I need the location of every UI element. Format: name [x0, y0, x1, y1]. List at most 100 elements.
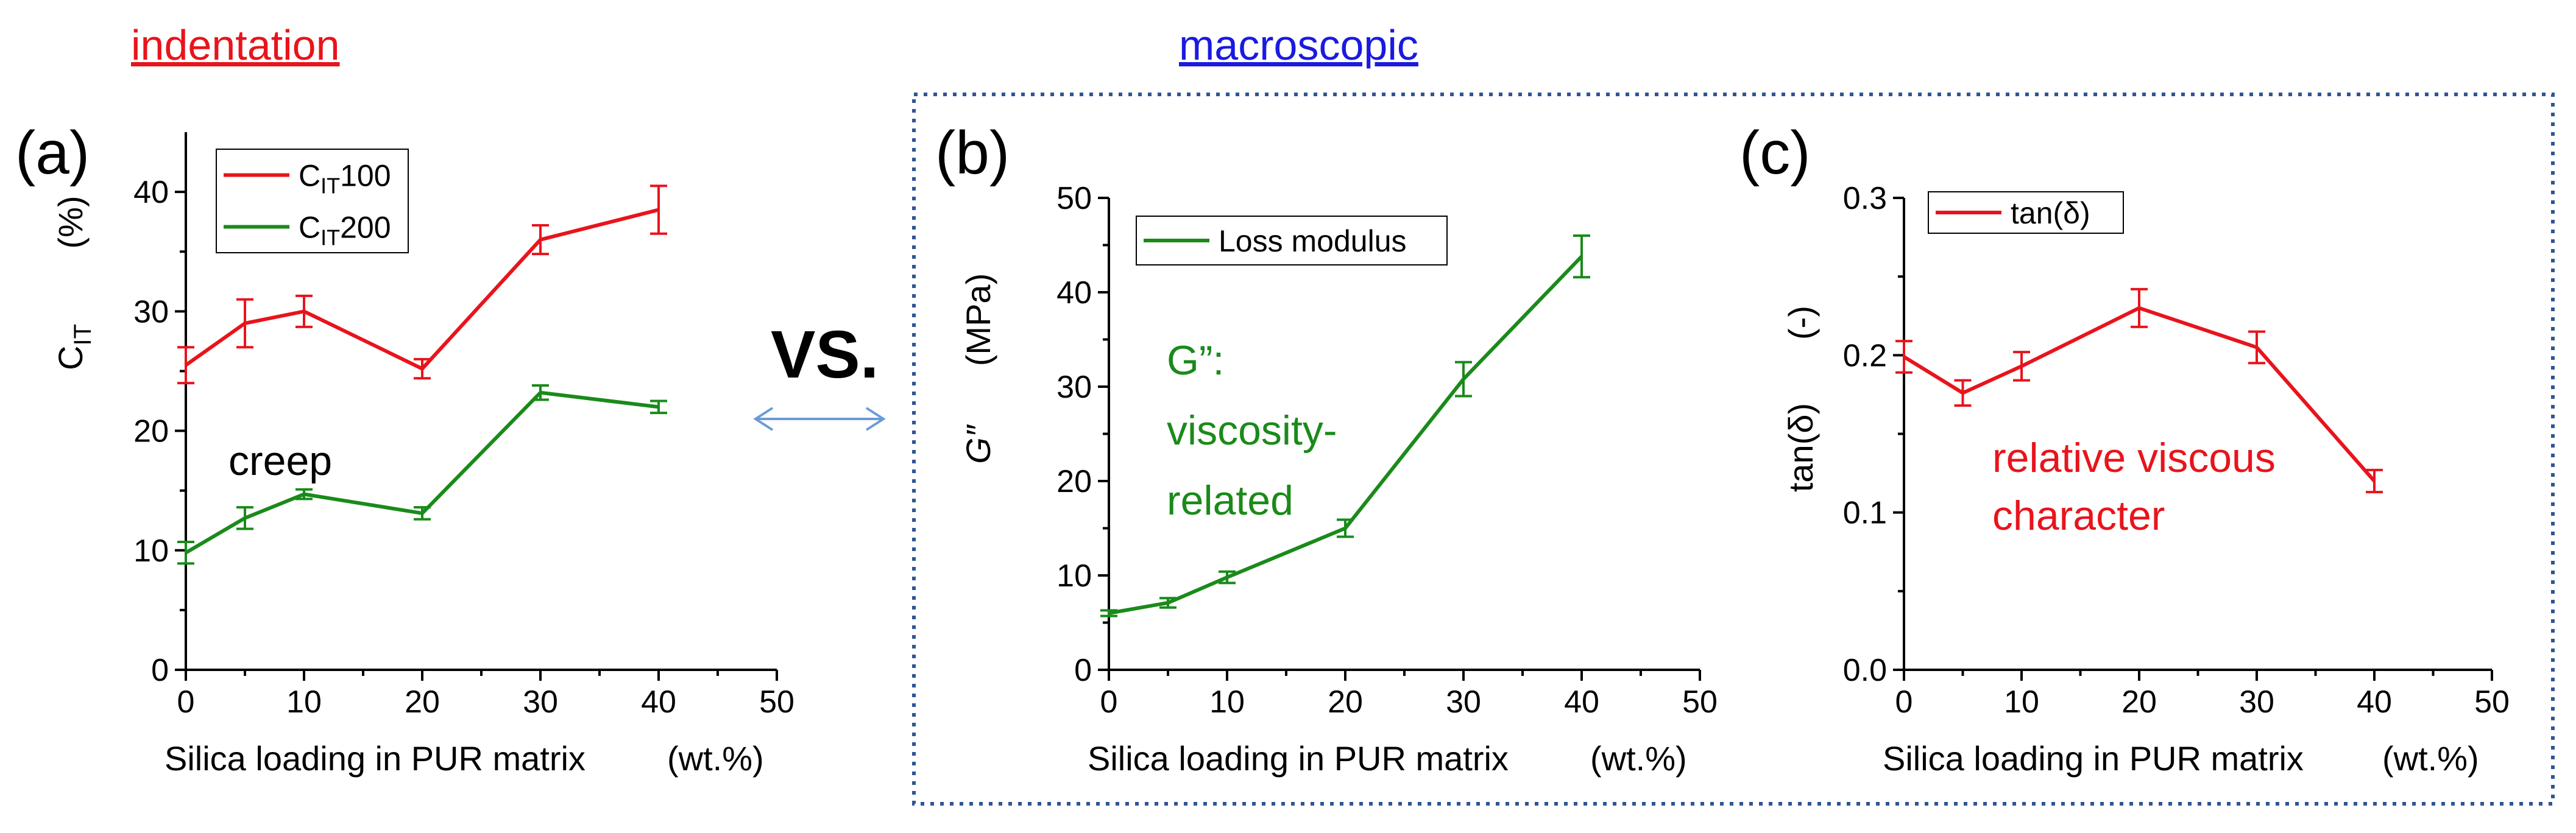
legend-label: Loss modulus — [1219, 224, 1407, 258]
data-point — [2139, 307, 2140, 309]
data-point — [1226, 577, 1228, 578]
y-tick-label: 0.0 — [1843, 653, 1887, 688]
x-axis-unit: (wt.%) — [1590, 739, 1687, 778]
data-point — [1345, 527, 1346, 529]
chart-panel-b: (b) 0 10 20 30 40 50 0 10 20 30 40 50 Silica loading … — [935, 119, 1718, 778]
y-tick-label: 10 — [133, 533, 169, 569]
x-tick-label: 10 — [1209, 684, 1245, 720]
panel-label: (b) — [935, 119, 1010, 187]
data-point — [422, 512, 423, 514]
series-0 — [177, 185, 667, 385]
x-tick-label: 30 — [1446, 684, 1481, 720]
panel-label: (c) — [1739, 119, 1811, 187]
double-arrow-icon — [753, 407, 886, 431]
x-tick-label: 40 — [641, 684, 676, 720]
y-axis-unit: (%) — [51, 195, 90, 248]
x-tick-label: 10 — [286, 684, 322, 720]
y-tick-label: 0.3 — [1843, 181, 1887, 216]
data-point — [658, 209, 659, 211]
legend: Loss modulus — [1136, 216, 1448, 265]
data-point — [2256, 346, 2257, 348]
annotation-line: G”: — [1167, 337, 1224, 384]
x-tick-label: 20 — [2121, 684, 2157, 720]
data-point — [540, 239, 541, 241]
header-macroscopic: macroscopic — [1179, 21, 1418, 69]
axis-lines — [1903, 198, 2492, 671]
x-axis-label: Silica loading in PUR matrix — [1883, 739, 2304, 778]
series-line — [1108, 255, 1583, 615]
y-tick-label: 0.2 — [1843, 338, 1887, 373]
y-tick-label: 20 — [133, 414, 169, 449]
series-line — [185, 390, 659, 555]
x-tick-label: 30 — [2239, 684, 2274, 720]
x-tick-label: 0 — [1100, 684, 1118, 720]
data-point — [1962, 392, 1964, 394]
data-point — [658, 406, 659, 408]
data-point — [303, 311, 305, 312]
legend-box — [216, 149, 409, 253]
data-point — [185, 364, 186, 366]
x-tick-label: 50 — [759, 684, 794, 720]
data-point — [185, 552, 186, 554]
legend-label: tan(δ) — [2011, 196, 2090, 230]
legend: CIT100 CIT200 — [216, 149, 409, 253]
y-axis-unit: (MPa) — [959, 273, 997, 366]
legend: tan(δ) — [1928, 191, 2124, 234]
data-point — [303, 493, 305, 495]
legend-label: CIT200 — [299, 211, 391, 250]
annotation-line: relative viscous — [1992, 435, 2276, 481]
x-tick-label: 50 — [2474, 684, 2510, 720]
data-point — [244, 322, 246, 324]
x-axis-unit: (wt.%) — [667, 739, 764, 778]
y-axis-label: G″ — [959, 424, 997, 464]
data-point — [422, 368, 423, 370]
data-point — [244, 517, 246, 519]
chart-panel-a: (a) 0 10 20 30 40 50 0 10 20 30 40 Silica loading in… — [15, 119, 794, 778]
annotation-line: character — [1992, 493, 2165, 539]
x-tick-label: 40 — [1564, 684, 1599, 720]
data-point — [1167, 602, 1169, 603]
y-tick-label: 50 — [1056, 181, 1092, 216]
vs-label: VS. — [771, 317, 879, 392]
series-0 — [1895, 287, 2383, 494]
y-tick-label: 30 — [1056, 370, 1092, 405]
x-tick-label: 10 — [2004, 684, 2039, 720]
y-tick-label: 30 — [133, 294, 169, 329]
x-tick-label: 40 — [2357, 684, 2392, 720]
y-tick-label: 0 — [1074, 653, 1092, 688]
x-axis-unit: (wt.%) — [2382, 739, 2479, 778]
series-line — [1903, 306, 2376, 482]
x-tick-label: 0 — [177, 684, 195, 720]
legend-label: CIT100 — [299, 159, 391, 199]
legend-box — [1136, 216, 1448, 265]
data-point — [1903, 356, 1905, 357]
data-point — [1108, 613, 1109, 614]
y-tick-label: 20 — [1056, 464, 1092, 499]
y-tick-label: 10 — [1056, 558, 1092, 594]
y-tick-label: 40 — [133, 175, 169, 210]
x-axis-label: Silica loading in PUR matrix — [165, 739, 586, 778]
annotation-line: viscosity- — [1167, 407, 1337, 454]
x-tick-label: 50 — [1682, 684, 1718, 720]
annotation-line: related — [1167, 477, 1293, 524]
macroscopic-group-border — [912, 93, 2555, 806]
annotation-text: creep — [228, 438, 332, 484]
data-point — [540, 392, 541, 393]
data-point — [2374, 480, 2375, 482]
y-axis-label: CIT — [51, 324, 96, 370]
x-tick-label: 0 — [1895, 684, 1913, 720]
series-1 — [177, 384, 667, 565]
series-line — [185, 208, 659, 371]
y-tick-label: 40 — [1056, 275, 1092, 311]
y-tick-label: 0 — [151, 653, 169, 688]
header-indentation: indentation — [131, 21, 340, 69]
series-0 — [1100, 234, 1590, 617]
y-axis-unit: (-) — [1782, 306, 1820, 340]
y-tick-label: 0.1 — [1843, 496, 1887, 531]
x-tick-label: 20 — [1328, 684, 1363, 720]
x-tick-label: 20 — [405, 684, 440, 720]
data-point — [1463, 378, 1464, 380]
chart-panel-c: (c) 0 10 20 30 40 50 0.0 0.1 0.2 0.3 Silica loading… — [1739, 119, 2510, 778]
panel-label: (a) — [15, 119, 90, 187]
